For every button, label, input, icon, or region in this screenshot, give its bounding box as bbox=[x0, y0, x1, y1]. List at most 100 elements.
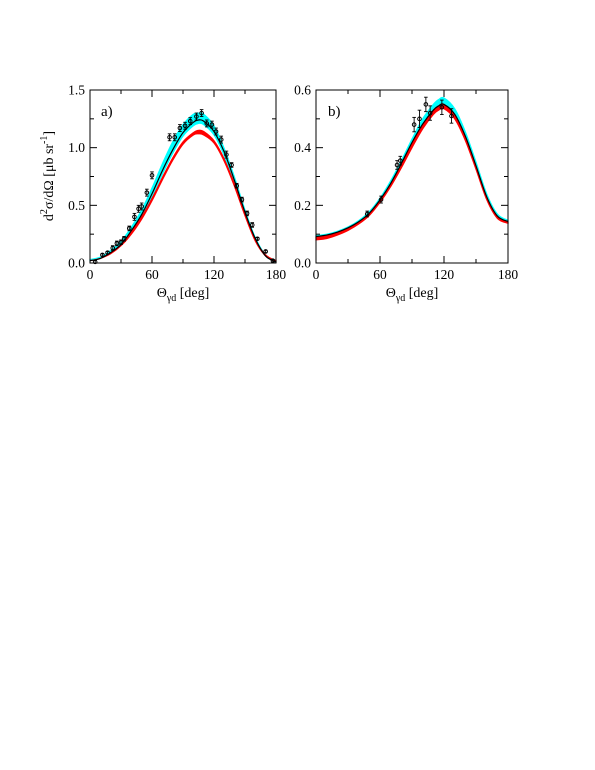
data-marker bbox=[244, 211, 250, 216]
data-marker bbox=[92, 259, 98, 265]
data-marker bbox=[417, 116, 422, 122]
data-point bbox=[427, 105, 433, 121]
data-marker bbox=[121, 236, 127, 242]
data-point bbox=[105, 250, 110, 255]
panel-a: 0 60 120 180 0.0 0.5 1.0 1.5 a) bbox=[68, 83, 286, 283]
data-marker bbox=[132, 214, 137, 220]
data-marker bbox=[110, 245, 116, 251]
y-tick-label: 0.0 bbox=[68, 256, 85, 271]
data-marker bbox=[172, 134, 178, 140]
plot-area-a bbox=[89, 109, 277, 265]
y-tick-label: 0.2 bbox=[294, 198, 311, 213]
data-point bbox=[397, 155, 403, 166]
band-cyan-a bbox=[89, 112, 277, 263]
data-marker bbox=[100, 252, 105, 258]
data-point bbox=[172, 133, 178, 142]
data-marker bbox=[167, 134, 172, 140]
y-tick-label: 1.0 bbox=[68, 140, 85, 155]
panel-label-a: a) bbox=[101, 104, 113, 120]
data-point bbox=[239, 196, 245, 203]
data-point bbox=[144, 188, 150, 197]
data-marker bbox=[204, 121, 210, 126]
y-tick-label: 1.5 bbox=[68, 83, 85, 98]
data-marker bbox=[118, 239, 124, 245]
x-axis-title-a: Θγd [deg] bbox=[157, 286, 210, 304]
data-point bbox=[209, 120, 215, 129]
x-tick-label: 120 bbox=[204, 267, 225, 282]
data-point bbox=[423, 96, 429, 113]
data-point bbox=[110, 245, 116, 251]
plot-area-b bbox=[315, 96, 509, 241]
x-tick-label: 0 bbox=[313, 267, 320, 282]
ticks-a: 0 60 120 180 0.0 0.5 1.0 1.5 bbox=[68, 83, 286, 283]
data-point bbox=[167, 133, 172, 142]
data-marker bbox=[114, 241, 120, 246]
data-marker bbox=[177, 125, 183, 131]
y-tick-label: 0.6 bbox=[294, 83, 311, 98]
data-marker bbox=[213, 129, 219, 134]
data-point bbox=[417, 109, 422, 128]
data-point bbox=[149, 171, 155, 180]
data-marker bbox=[126, 226, 132, 231]
data-marker bbox=[249, 222, 255, 228]
data-point bbox=[121, 236, 127, 242]
data-marker bbox=[136, 206, 141, 212]
data-point bbox=[100, 252, 105, 258]
y-tick-label: 0.0 bbox=[294, 256, 311, 271]
x-tick-label: 0 bbox=[87, 267, 94, 282]
data-marker bbox=[194, 114, 199, 119]
x-tick-label: 120 bbox=[434, 267, 455, 282]
data-point bbox=[126, 225, 132, 232]
x-axis-title-b: Θγd [deg] bbox=[386, 286, 439, 304]
data-point bbox=[249, 222, 255, 228]
data-marker bbox=[423, 102, 429, 107]
data-marker bbox=[105, 250, 110, 255]
data-point bbox=[378, 195, 384, 204]
data-point bbox=[234, 182, 240, 189]
data-marker bbox=[187, 118, 193, 124]
data-point bbox=[182, 121, 188, 130]
data-point bbox=[364, 210, 370, 218]
data-marker bbox=[234, 183, 240, 189]
data-marker bbox=[209, 122, 215, 127]
data-marker bbox=[411, 122, 417, 127]
data-marker bbox=[378, 197, 384, 202]
x-tick-label: 60 bbox=[373, 267, 387, 282]
data-marker bbox=[263, 249, 268, 254]
data-point bbox=[213, 127, 219, 136]
data-point bbox=[204, 119, 210, 128]
curve-black-b bbox=[315, 103, 509, 238]
data-marker bbox=[199, 110, 204, 116]
y-tick-label: 0.4 bbox=[294, 140, 311, 155]
data-marker bbox=[182, 123, 188, 129]
ticks-b: 0 60 120 180 0.0 0.2 0.4 0.6 bbox=[294, 83, 518, 283]
x-tick-label: 180 bbox=[498, 267, 519, 282]
data-marker bbox=[364, 211, 370, 217]
data-marker bbox=[229, 162, 234, 168]
data-marker bbox=[255, 236, 260, 242]
data-marker bbox=[397, 158, 403, 163]
data-point bbox=[187, 117, 193, 126]
data-marker bbox=[139, 204, 144, 209]
band-cyan-b bbox=[315, 96, 509, 238]
data-point bbox=[114, 240, 120, 247]
y-axis-title: d2σ/dΩ [μb sr-1] bbox=[39, 131, 57, 221]
data-point bbox=[139, 202, 144, 211]
data-point bbox=[224, 150, 229, 159]
data-marker bbox=[218, 137, 224, 142]
data-point bbox=[177, 124, 183, 132]
x-tick-label: 180 bbox=[266, 267, 287, 282]
data-point bbox=[449, 108, 454, 124]
data-point bbox=[263, 249, 268, 254]
plot-frame-a bbox=[89, 89, 277, 264]
data-point bbox=[229, 162, 234, 168]
y-tick-label: 0.5 bbox=[68, 198, 85, 213]
data-point bbox=[411, 116, 417, 133]
data-point bbox=[118, 239, 124, 245]
data-marker bbox=[144, 190, 150, 195]
data-point bbox=[132, 212, 137, 221]
data-marker bbox=[427, 110, 433, 116]
data-marker bbox=[224, 152, 229, 157]
panel-b: 0 60 120 180 0.0 0.2 0.4 0.6 b) bbox=[294, 83, 518, 283]
